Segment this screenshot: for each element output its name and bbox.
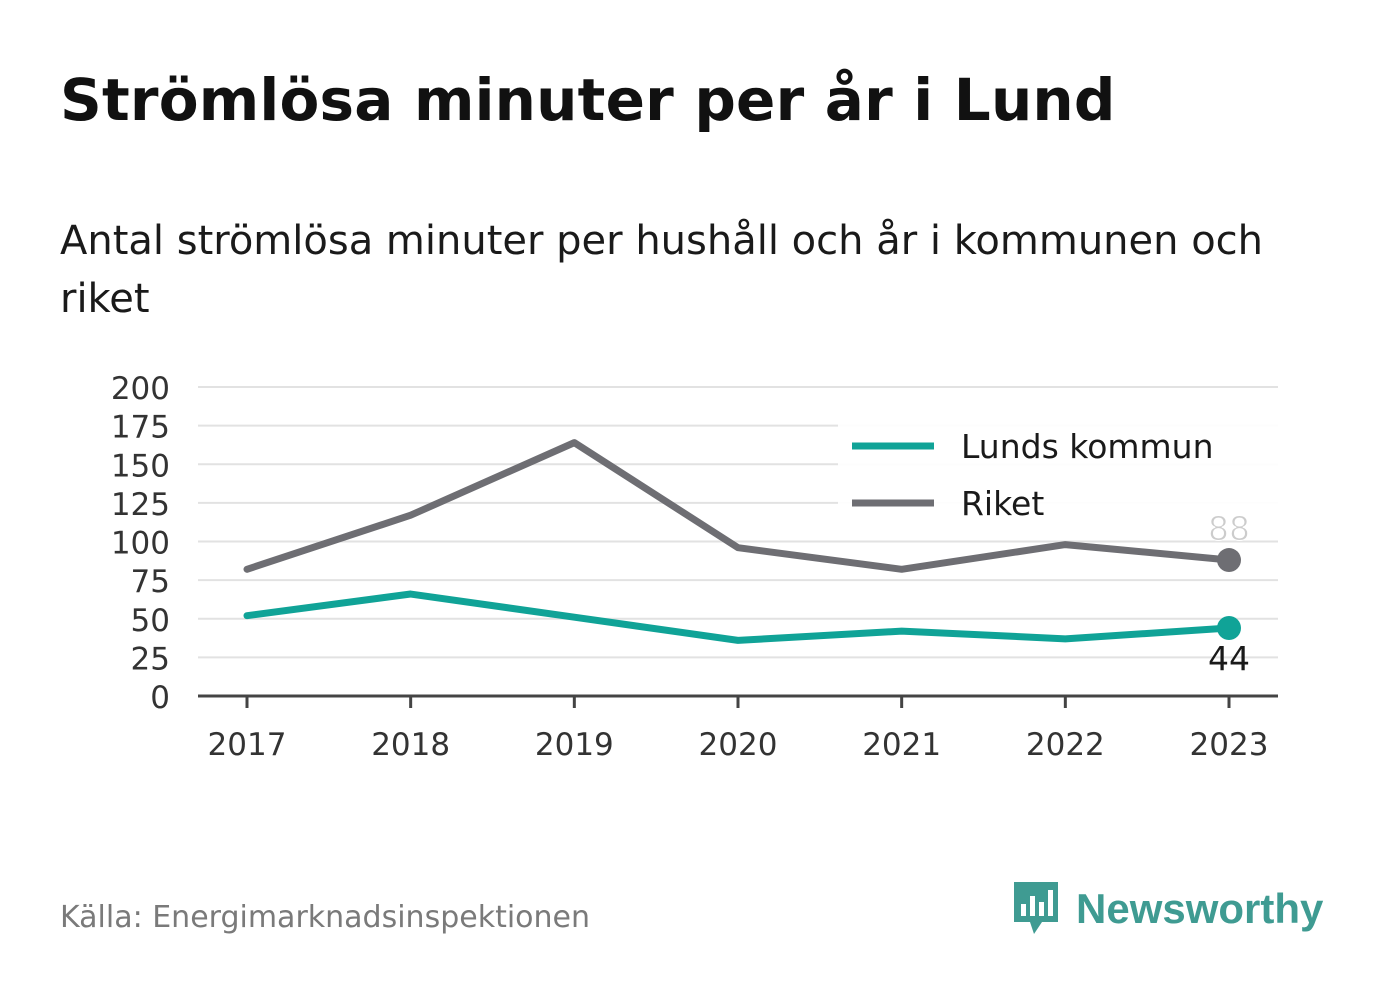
series-lines bbox=[243, 439, 1241, 644]
x-tick-label: 2020 bbox=[699, 727, 778, 763]
x-axis: 2017 2018 2019 2020 2021 2022 2023 bbox=[198, 694, 1278, 763]
y-tick-label: 200 bbox=[111, 371, 170, 407]
chart-subtitle: Antal strömlösa minuter per hushåll och … bbox=[60, 218, 1264, 322]
y-tick-label: 25 bbox=[131, 641, 170, 677]
end-point-marker bbox=[1217, 616, 1241, 641]
x-tick-label: 2021 bbox=[862, 727, 941, 763]
y-tick-label: 50 bbox=[131, 603, 170, 639]
y-tick-label: 75 bbox=[131, 564, 170, 600]
end-labels: 44 88 bbox=[1208, 509, 1251, 678]
x-tick-label: 2023 bbox=[1190, 727, 1269, 763]
x-tick-label: 2019 bbox=[535, 727, 614, 763]
legend-background bbox=[838, 420, 1280, 530]
y-tick-label: 175 bbox=[111, 410, 170, 446]
brand-logo: Newsworthy bbox=[1010, 878, 1323, 940]
x-tick-label: 2022 bbox=[1026, 727, 1105, 763]
x-tick-label: 2018 bbox=[371, 727, 450, 763]
legend-label: Lunds kommun bbox=[961, 427, 1214, 466]
series-line bbox=[243, 439, 1233, 573]
series-line bbox=[243, 590, 1233, 644]
newsworthy-logo-icon bbox=[1014, 882, 1058, 934]
y-tick-label: 150 bbox=[111, 448, 170, 484]
brand-name: Newsworthy bbox=[1076, 885, 1324, 932]
end-value-label: 44 bbox=[1208, 639, 1250, 678]
chart-title: Strömlösa minuter per år i Lund bbox=[60, 66, 1116, 134]
y-tick-label: 125 bbox=[111, 487, 170, 523]
y-tick-label: 0 bbox=[150, 680, 170, 716]
legend-label: Riket bbox=[961, 484, 1044, 523]
y-tick-label: 100 bbox=[111, 526, 170, 562]
end-value-label: 88 bbox=[1208, 509, 1250, 548]
x-tick-label: 2017 bbox=[208, 727, 287, 763]
source-note: Källa: Energimarknadsinspektionen bbox=[60, 900, 591, 935]
legend: Lunds kommun Riket bbox=[838, 420, 1280, 530]
end-point-marker bbox=[1217, 548, 1241, 573]
